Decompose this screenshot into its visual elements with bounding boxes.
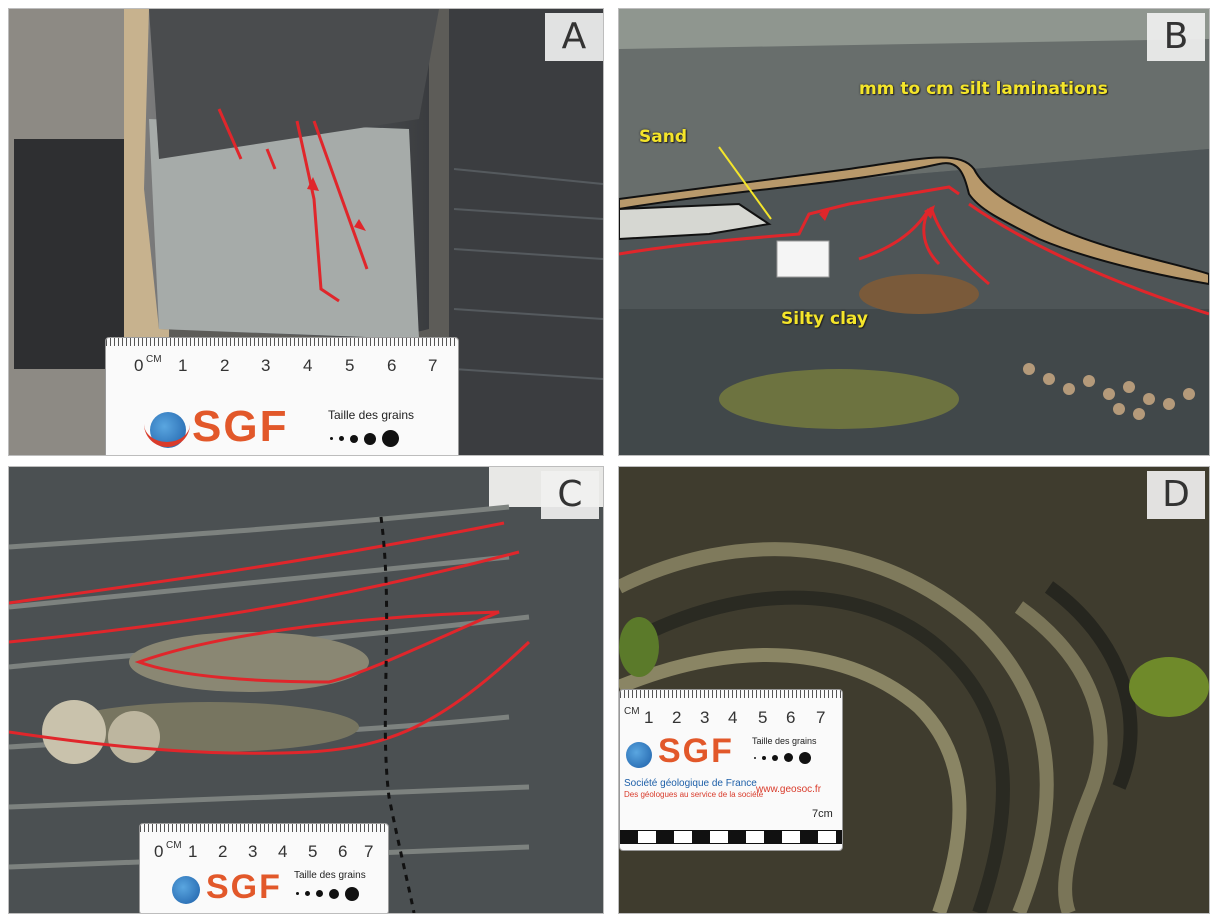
scale-card-c: 0 CM 1 2 3 4 5 6 7 SGF Taille des grains [139, 823, 389, 913]
sgf-logo: SGF [192, 402, 289, 451]
scale-card-a: 0 CM 1 2 3 4 5 6 7 SGF Taille des grains [105, 337, 459, 455]
ruler-unit: CM [624, 706, 640, 717]
ruler-number: 7 [428, 356, 438, 375]
ruler-unit: CM [146, 354, 162, 365]
panel-b-label: B [1147, 13, 1205, 61]
checker-scale-bar [620, 830, 842, 844]
ruler-number: 0 [134, 356, 144, 375]
ruler-ticks [106, 338, 458, 360]
panel-d-label: D [1147, 471, 1205, 519]
ruler-ticks [140, 824, 388, 846]
website-link: www.geosoc.fr [756, 784, 822, 795]
panel-c: C 0 CM 1 2 3 4 5 6 7 SGF Taille des grai… [8, 466, 604, 914]
sgf-logo: SGF [206, 868, 282, 906]
ruler-number: 1 [178, 356, 188, 375]
grain-size-dots [330, 430, 405, 447]
grain-size-title: Taille des grains [752, 736, 817, 746]
ruler-number: 6 [338, 842, 348, 861]
panel-a-label: A [545, 13, 603, 61]
panel-c-photo [9, 467, 603, 913]
ruler-number: 6 [786, 708, 796, 727]
ruler-number: 3 [261, 356, 271, 375]
scale-card-d: CM 1 2 3 4 5 6 7 SGF Taille des grains S… [619, 689, 843, 851]
globe-icon [626, 742, 652, 768]
ruler-number: 5 [758, 708, 768, 727]
grain-size-title: Taille des grains [294, 870, 366, 881]
ruler-unit: CM [166, 840, 182, 851]
grain-size-dots [296, 886, 365, 901]
ruler-number: 2 [220, 356, 230, 375]
ruler-end-mark: 7cm [812, 808, 833, 820]
panel-a-photo [9, 9, 603, 455]
ruler-number: 1 [188, 842, 198, 861]
ruler-number: 3 [700, 708, 710, 727]
grain-size-title: Taille des grains [328, 408, 415, 422]
ruler-number: 4 [303, 356, 313, 375]
ruler-number: 7 [364, 842, 374, 861]
ruler-number: 4 [728, 708, 738, 727]
society-name: Société géologique de France [624, 778, 757, 789]
panel-b: B mm to cm silt laminations Sand Silty c… [618, 8, 1210, 456]
ruler-number: 7 [816, 708, 826, 727]
ruler-number: 5 [308, 842, 318, 861]
ruler-number: 2 [672, 708, 682, 727]
annotation-sand: Sand [639, 127, 687, 147]
society-tagline: Des géologues au service de la société [624, 790, 764, 799]
ruler-number: 6 [387, 356, 397, 375]
sgf-logo: SGF [658, 732, 734, 770]
panel-d: D CM 1 2 3 4 5 6 7 SGF Taille des grains… [618, 466, 1210, 914]
ruler-number: 1 [644, 708, 654, 727]
ruler-number: 4 [278, 842, 288, 861]
panel-a: A 0 CM 1 2 3 4 5 6 7 SGF Taille des grai… [8, 8, 604, 456]
ruler-number: 3 [248, 842, 258, 861]
swoosh-icon [144, 424, 190, 447]
globe-icon [172, 876, 200, 904]
panel-b-photo [619, 9, 1209, 455]
ruler-number: 0 [154, 842, 164, 861]
ruler-number: 2 [218, 842, 228, 861]
annotation-laminations: mm to cm silt laminations [859, 79, 1108, 99]
panel-c-label: C [541, 471, 599, 519]
ruler-ticks [620, 690, 842, 712]
grain-size-dots [754, 750, 817, 764]
ruler-number: 5 [345, 356, 355, 375]
annotation-silty-clay: Silty clay [781, 309, 868, 329]
